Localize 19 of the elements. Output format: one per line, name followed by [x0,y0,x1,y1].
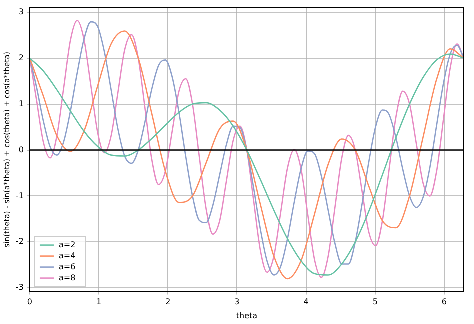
y-tick-label: 1 [18,99,24,108]
y-tick-label: 2 [18,53,24,62]
x-tick-label: 6 [442,298,447,307]
legend-label: a=6 [58,262,76,272]
x-tick-label: 5 [372,298,378,307]
y-tick-label: 0 [18,145,24,154]
x-axis-title: theta [236,311,258,320]
legend-label: a=8 [58,273,76,282]
y-tick-label: -3 [16,283,24,292]
x-tick-label: 3 [234,298,240,307]
x-tick-label: 0 [27,298,33,307]
y-tick-label: -2 [16,237,24,246]
x-tick-label: 4 [304,298,309,307]
legend-label: a=2 [58,240,76,250]
y-tick-label: 3 [18,7,24,16]
y-tick-label: -1 [16,191,24,200]
legend-label: a=4 [58,251,76,260]
x-tick-label: 2 [166,298,171,307]
x-tick-label: 1 [96,298,102,307]
